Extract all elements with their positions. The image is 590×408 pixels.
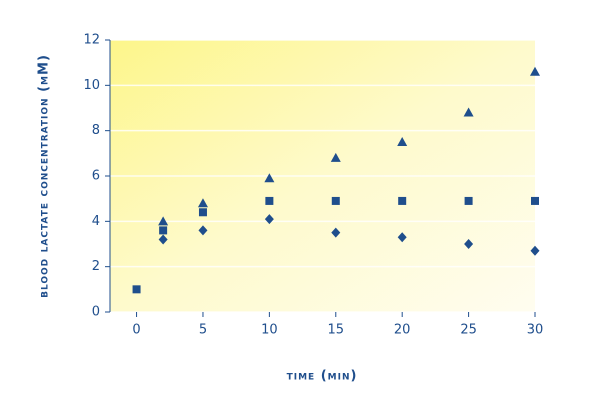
point (265, 196, 274, 205)
point (158, 216, 169, 226)
y-tick-label: 12 (83, 33, 100, 48)
y-tick-label: 10 (83, 78, 100, 93)
point (397, 232, 407, 243)
y-tick-label: 8 (92, 123, 100, 138)
y-tick-label: 0 (92, 305, 100, 320)
point (463, 107, 474, 117)
point (264, 214, 274, 225)
point (530, 245, 540, 256)
point (158, 234, 168, 245)
point (398, 196, 407, 205)
x-axis-title: time (min) (287, 369, 358, 384)
x-tick-label: 5 (199, 323, 207, 338)
y-tick-label: 6 (92, 169, 100, 184)
point (464, 196, 473, 205)
y-axis-title: blood lactate concentration (mM) (37, 54, 52, 298)
point (132, 285, 141, 294)
point (159, 226, 168, 235)
point (464, 239, 474, 249)
point (197, 198, 208, 208)
x-tick-label: 0 (132, 323, 140, 338)
x-tick-label: 10 (261, 323, 278, 338)
point (198, 208, 207, 217)
x-tick-label: 25 (460, 323, 477, 338)
y-tick-label: 2 (92, 259, 100, 274)
point (531, 196, 539, 205)
x-tick-label: 15 (328, 323, 345, 338)
point (331, 227, 341, 238)
point (331, 196, 340, 205)
point (198, 225, 208, 236)
point (264, 173, 275, 183)
point (530, 66, 540, 76)
point (330, 152, 341, 162)
point (397, 137, 408, 146)
y-tick-label: 4 (92, 214, 100, 229)
x-tick-label: 20 (394, 323, 411, 338)
x-tick-label: 30 (527, 323, 544, 338)
